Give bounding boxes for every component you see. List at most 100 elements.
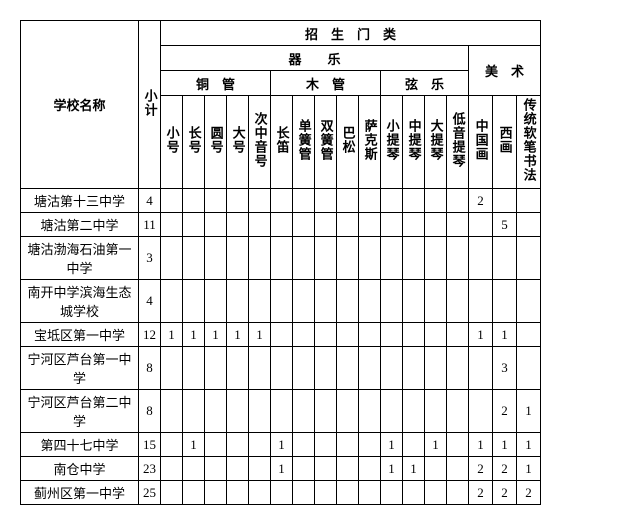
cell-school: 宁河区芦台第一中学 [21, 347, 139, 390]
cell-value [337, 323, 359, 347]
cell-value: 1 [381, 433, 403, 457]
cell-value [161, 237, 183, 280]
cell-value: 1 [493, 323, 517, 347]
cell-value [315, 390, 337, 433]
cell-value [359, 189, 381, 213]
col-subtotal: 小计 [139, 21, 161, 189]
cell-subtotal: 8 [139, 390, 161, 433]
cell-value: 1 [249, 323, 271, 347]
cell-value [381, 347, 403, 390]
table-row: 蓟州区第一中学25222 [21, 481, 541, 505]
cell-value [227, 213, 249, 237]
cell-value [227, 237, 249, 280]
cell-value: 1 [517, 390, 541, 433]
cell-value [381, 390, 403, 433]
cell-value [381, 323, 403, 347]
cell-value [161, 189, 183, 213]
cell-value [469, 390, 493, 433]
col-tuba: 大号 [227, 96, 249, 189]
cell-value [447, 323, 469, 347]
cell-value [447, 237, 469, 280]
cell-value [315, 347, 337, 390]
col-flute: 长笛 [271, 96, 293, 189]
cell-value: 1 [271, 457, 293, 481]
cell-value [447, 189, 469, 213]
col-bass: 低音提琴 [447, 96, 469, 189]
cell-value: 1 [227, 323, 249, 347]
cell-value [293, 189, 315, 213]
col-calligraphy: 传统软笔书法 [517, 96, 541, 189]
cell-value [469, 280, 493, 323]
cell-value [337, 237, 359, 280]
table-row: 塘沽第十三中学42 [21, 189, 541, 213]
cell-value [161, 481, 183, 505]
col-school: 学校名称 [21, 21, 139, 189]
col-trombone: 长号 [183, 96, 205, 189]
cell-value [425, 237, 447, 280]
table-row: 宝坻区第一中学121111111 [21, 323, 541, 347]
col-sax: 萨克斯 [359, 96, 381, 189]
cell-value [425, 457, 447, 481]
cell-value [315, 237, 337, 280]
cell-value [205, 237, 227, 280]
cell-value [249, 481, 271, 505]
cell-value [403, 433, 425, 457]
cell-value [227, 390, 249, 433]
cell-value [227, 280, 249, 323]
cell-value [293, 390, 315, 433]
cell-value [359, 433, 381, 457]
cell-value [359, 323, 381, 347]
cell-value [183, 213, 205, 237]
cell-value: 2 [493, 481, 517, 505]
cell-value [359, 457, 381, 481]
cell-value [183, 189, 205, 213]
admissions-table: 学校名称 小计 招 生 门 类 器 乐 美 术 铜 管 木 管 弦 乐 小号 长… [20, 20, 541, 505]
col-violin: 小提琴 [381, 96, 403, 189]
cell-value [469, 213, 493, 237]
cell-value: 2 [469, 457, 493, 481]
cell-value: 5 [493, 213, 517, 237]
col-clarinet: 单簧管 [293, 96, 315, 189]
cell-value: 1 [469, 433, 493, 457]
cell-value [293, 457, 315, 481]
cell-value: 1 [517, 457, 541, 481]
cell-value [249, 457, 271, 481]
cell-subtotal: 8 [139, 347, 161, 390]
cell-subtotal: 4 [139, 189, 161, 213]
cell-value [227, 347, 249, 390]
cell-value [271, 280, 293, 323]
cell-value [337, 213, 359, 237]
cell-value [469, 347, 493, 390]
cell-value [315, 457, 337, 481]
cell-school: 蓟州区第一中学 [21, 481, 139, 505]
cell-value [227, 481, 249, 505]
cell-value [183, 481, 205, 505]
cell-value [359, 481, 381, 505]
cell-value [293, 213, 315, 237]
cell-value: 2 [493, 457, 517, 481]
cell-value [315, 323, 337, 347]
cell-school: 南开中学滨海生态城学校 [21, 280, 139, 323]
cell-value [447, 457, 469, 481]
table-row: 塘沽渤海石油第一中学3 [21, 237, 541, 280]
cell-value [403, 481, 425, 505]
cell-subtotal: 15 [139, 433, 161, 457]
cell-value [493, 189, 517, 213]
cell-value [403, 280, 425, 323]
cell-value [249, 347, 271, 390]
cell-value: 1 [271, 433, 293, 457]
cell-value [359, 213, 381, 237]
col-euphonium: 次中音号 [249, 96, 271, 189]
col-trumpet: 小号 [161, 96, 183, 189]
cell-value: 2 [517, 481, 541, 505]
cell-value: 2 [493, 390, 517, 433]
cell-value [293, 481, 315, 505]
cell-school: 南仓中学 [21, 457, 139, 481]
cell-value [227, 189, 249, 213]
cell-value [359, 280, 381, 323]
col-bassoon: 巴松 [337, 96, 359, 189]
col-chinese-painting: 中国画 [469, 96, 493, 189]
cell-value [293, 347, 315, 390]
cell-value [315, 280, 337, 323]
cell-value: 1 [381, 457, 403, 481]
